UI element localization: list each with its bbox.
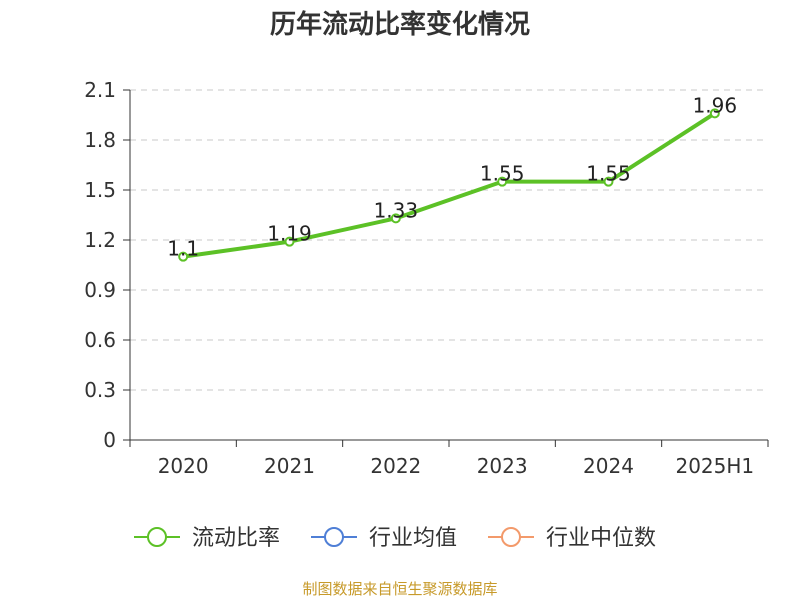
- y-tick-label: 0.3: [84, 378, 116, 402]
- y-tick-label: 0.6: [84, 328, 116, 352]
- y-tick-label: 1.8: [84, 128, 116, 152]
- y-tick-label: 0.9: [84, 278, 116, 302]
- legend-item: 行业中位数: [488, 526, 656, 551]
- data-labels: 1.1 1.19 1.33 1.55 1.55 1.96: [167, 93, 737, 260]
- legend-swatch-marker: [147, 527, 167, 547]
- data-point: [390, 213, 401, 224]
- data-point: [178, 251, 189, 262]
- x-tick-label: 2020: [158, 454, 209, 478]
- y-tick-label: 1.5: [84, 178, 116, 202]
- legend-item: 流动比率: [134, 526, 280, 551]
- legend: 流动比率 行业均值 行业中位数: [134, 526, 656, 551]
- legend-label: 行业中位数: [546, 526, 656, 551]
- data-label: 1.96: [693, 93, 738, 117]
- x-tick-label: 2021: [264, 454, 315, 478]
- data-label: 1.1: [167, 237, 199, 261]
- data-point: [709, 108, 720, 119]
- data-point: [603, 176, 614, 187]
- x-tick-labels: 2020 2021 2022 2023 2024 2025H1: [158, 454, 754, 478]
- data-point: [497, 176, 508, 187]
- series-layer: [178, 108, 720, 262]
- x-tick-label: 2024: [583, 454, 634, 478]
- x-tick-label: 2022: [370, 454, 421, 478]
- legend-item: 行业均值: [311, 526, 457, 551]
- data-label: 1.33: [374, 198, 419, 222]
- legend-swatch-marker: [324, 527, 344, 547]
- series-line: [181, 111, 717, 259]
- data-label: 1.55: [480, 162, 525, 186]
- y-tick-label: 1.2: [84, 228, 116, 252]
- y-tick-label: 2.1: [84, 78, 116, 102]
- data-label: 1.55: [586, 162, 631, 186]
- axes: [123, 89, 769, 447]
- legend-label: 流动比率: [192, 526, 280, 551]
- legend-swatch-marker: [501, 527, 521, 547]
- data-label: 1.19: [267, 222, 312, 246]
- chart-title: 历年流动比率变化情况: [269, 10, 530, 40]
- x-tick-label: 2023: [477, 454, 528, 478]
- grid-lines: [130, 89, 768, 391]
- y-tick-label: 0: [103, 428, 116, 452]
- data-point: [284, 236, 295, 247]
- y-tick-labels: 0 0.3 0.6 0.9 1.2 1.5 1.8 2.1: [84, 78, 116, 452]
- source-note: 制图数据来自恒生聚源数据库: [302, 580, 498, 598]
- x-tick-label: 2025H1: [675, 454, 754, 478]
- legend-label: 行业均值: [369, 526, 457, 551]
